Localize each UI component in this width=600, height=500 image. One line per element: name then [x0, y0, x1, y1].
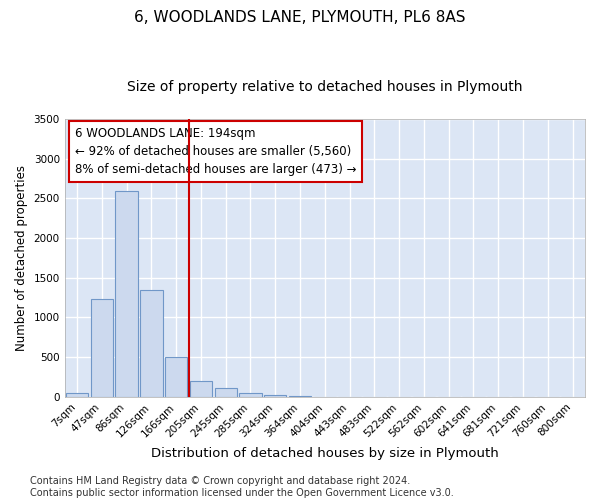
Bar — [215, 388, 237, 397]
Title: Size of property relative to detached houses in Plymouth: Size of property relative to detached ho… — [127, 80, 523, 94]
Bar — [264, 394, 286, 397]
Text: 6 WOODLANDS LANE: 194sqm
← 92% of detached houses are smaller (5,560)
8% of semi: 6 WOODLANDS LANE: 194sqm ← 92% of detach… — [75, 127, 356, 176]
Bar — [190, 381, 212, 397]
Bar — [140, 290, 163, 397]
Bar — [91, 299, 113, 397]
Y-axis label: Number of detached properties: Number of detached properties — [15, 165, 28, 351]
Bar — [289, 396, 311, 397]
Bar — [165, 357, 187, 397]
Bar — [66, 393, 88, 397]
Bar — [239, 393, 262, 397]
Text: Contains HM Land Registry data © Crown copyright and database right 2024.
Contai: Contains HM Land Registry data © Crown c… — [30, 476, 454, 498]
X-axis label: Distribution of detached houses by size in Plymouth: Distribution of detached houses by size … — [151, 447, 499, 460]
Bar — [115, 191, 138, 397]
Text: 6, WOODLANDS LANE, PLYMOUTH, PL6 8AS: 6, WOODLANDS LANE, PLYMOUTH, PL6 8AS — [134, 10, 466, 25]
